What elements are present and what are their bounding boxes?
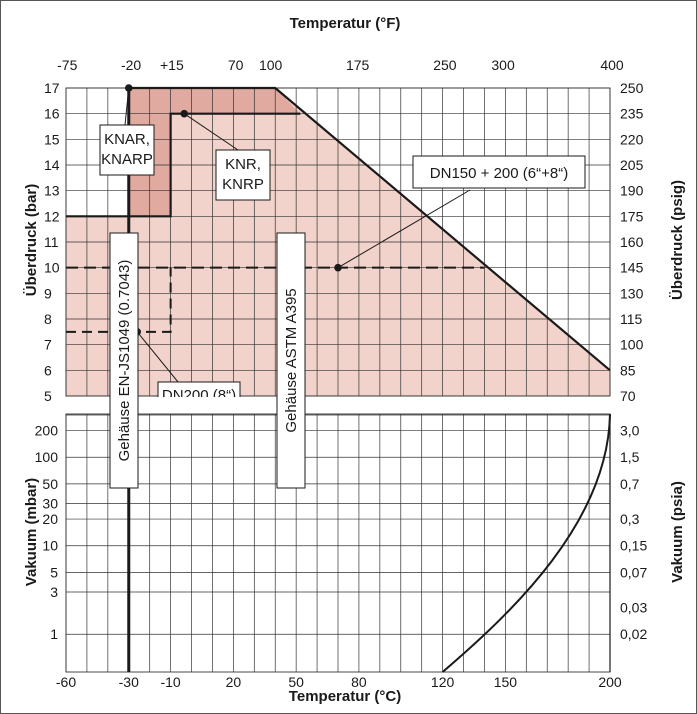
y-tick-bar: 9 [44,285,52,301]
y-tick-psig: 115 [620,311,643,327]
x-tick-c: 120 [431,674,455,690]
x-tick-f: 300 [491,57,515,73]
y-tick-mbar: 10 [42,538,58,554]
top-axis-title: Temperatur (°F) [290,15,401,32]
y-tick-psig: 220 [620,131,644,147]
y-tick-mbar: 100 [35,449,59,465]
gehause-en-label-box [109,232,139,489]
y-tick-bar: 8 [44,311,52,327]
x-tick-f: 400 [600,57,624,73]
y-tick-psia: 0,02 [620,626,647,642]
knr-limit-line [66,112,301,218]
y-tick-bar: 6 [44,362,52,378]
gehause-astm-label-box [276,232,306,489]
upper-right-axis-title: Überdruck (psig) [669,180,686,300]
x-tick-c: -60 [56,674,76,690]
dn150-label-box [412,155,586,189]
x-tick-f: -20 [121,57,141,73]
knr-marker [180,109,189,118]
dn200-limit-line [66,267,172,333]
y-tick-psia: 3,0 [620,423,640,439]
knar-label-line2: KNARP [101,151,153,168]
y-tick-bar: 16 [44,106,60,122]
y-tick-bar: 12 [44,208,60,224]
upper-panel-border [65,87,611,397]
tick-labels: -60 -30 -10 20 50 80 120 150 200-75 -20 +15 70 100 17… [35,57,648,690]
y-tick-bar: 14 [44,157,60,173]
x-tick-f: 100 [259,57,283,73]
dn150-marker [334,263,342,272]
x-tick-c: -30 [119,674,139,690]
lower-right-axis-title: Vakuum (psia) [669,481,686,583]
bottom-axis-title: Temperatur (°C) [289,688,401,705]
y-tick-bar: 17 [44,80,60,96]
x-tick-c: -10 [160,674,180,690]
y-tick-mbar: 3 [50,584,58,600]
dn150-label: DN150 + 200 (6“+8“) [430,165,568,182]
x-tick-c: 80 [351,674,367,690]
gehause-astm-label: Gehäuse ASTM A395 [283,288,300,432]
y-tick-psig: 190 [620,183,644,199]
x-tick-c: 50 [288,674,304,690]
y-tick-bar: 10 [44,260,60,276]
y-tick-psia: 0,07 [620,564,647,580]
y-tick-psia: 0,03 [620,600,647,616]
y-tick-psig: 250 [620,80,644,96]
y-tick-psia: 0,15 [620,538,647,554]
y-tick-bar: 13 [44,183,60,199]
dn150-leader [337,189,471,269]
vacuum-limit-curve [441,413,611,673]
dn200-leader [136,331,179,383]
x-tick-f: 175 [346,57,370,73]
x-tick-c: 150 [494,674,518,690]
knar-label-line1: KNAR, [104,131,150,148]
y-tick-bar: 11 [44,234,59,250]
y-tick-psig: 160 [620,234,644,250]
panel-gap [46,397,630,413]
y-tick-psig: 100 [620,337,644,353]
x-tick-c: 20 [226,674,242,690]
y-tick-psig: 130 [620,285,644,301]
x-tick-c: 200 [598,674,622,690]
knar-limit-line [128,86,611,372]
knr-label-box [215,149,271,201]
y-tick-mbar: 5 [50,564,58,580]
y-tick-psia: 1,5 [620,449,640,465]
x-tick-f: -75 [57,57,77,73]
x-tick-f: 70 [228,57,244,73]
y-tick-mbar: 50 [42,476,58,492]
y-tick-psig: 70 [620,388,636,404]
knar-label-box [99,124,155,176]
gehause-en-label: Gehäuse EN-JS1049 (0.7043) [116,260,133,462]
knr-leader [183,113,239,151]
y-tick-mbar: 1 [50,626,58,642]
knar-leader [124,87,130,126]
y-tick-psig: 85 [620,362,636,378]
y-tick-bar: 7 [44,337,52,353]
knr-label-line1: KNR, [225,156,261,173]
y-tick-psig: 235 [620,106,644,122]
y-tick-mbar: 200 [35,423,59,439]
y-tick-psig: 175 [620,208,644,224]
y-tick-psia: 0,7 [620,476,640,492]
y-tick-bar: 15 [44,131,60,147]
x-tick-f: +15 [160,57,184,73]
y-tick-mbar: 30 [42,496,58,512]
y-tick-psig: 145 [620,260,644,276]
x-tick-f: 250 [433,57,457,73]
y-tick-psia: 0,3 [620,511,640,527]
y-tick-psig: 205 [620,157,644,173]
upper-left-axis-title: Überdruck (bar) [23,184,40,297]
knr-label-line2: KNRP [222,176,264,193]
y-tick-bar: 5 [44,388,52,404]
y-tick-mbar: 20 [42,511,58,527]
lower-left-axis-title: Vakuum (mbar) [23,478,40,586]
